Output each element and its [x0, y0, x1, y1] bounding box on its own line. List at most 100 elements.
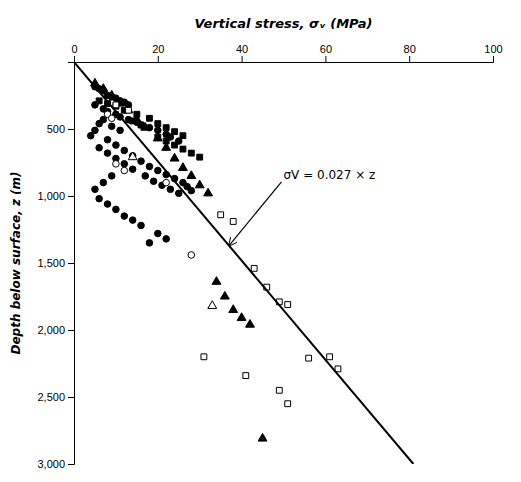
point	[306, 355, 312, 361]
tick-mark	[74, 56, 75, 62]
point	[138, 158, 145, 165]
point	[208, 301, 217, 309]
tick-label: 60	[320, 43, 332, 55]
y-axis: 5001,0001,5002,0002,5003,000	[37, 63, 74, 471]
point	[163, 179, 170, 186]
point	[124, 105, 133, 113]
point	[96, 98, 102, 104]
point	[121, 167, 128, 174]
point	[155, 230, 162, 237]
point	[104, 150, 111, 157]
point	[258, 433, 267, 441]
tick-mark	[68, 263, 74, 264]
scatter-series	[104, 111, 194, 258]
point	[188, 252, 195, 259]
tick-mark	[68, 330, 74, 331]
point	[195, 180, 204, 188]
point	[138, 222, 145, 229]
point	[147, 115, 153, 121]
tick-mark	[493, 56, 494, 62]
tick-label: 20	[152, 43, 164, 55]
point	[117, 127, 124, 134]
point	[246, 320, 255, 328]
x-axis-line	[75, 56, 494, 63]
point	[92, 186, 99, 193]
point	[87, 132, 94, 139]
tick: 1,500	[37, 257, 74, 269]
tick: 0	[71, 43, 77, 62]
point	[128, 152, 137, 160]
marks	[74, 62, 413, 464]
tick: 1,000	[37, 190, 74, 202]
point	[121, 147, 128, 154]
tick-label: 100	[484, 43, 502, 55]
tick-mark	[158, 56, 159, 62]
point	[276, 387, 282, 393]
tick: 80	[404, 43, 416, 62]
point	[188, 187, 195, 194]
point	[99, 84, 108, 92]
tick-mark	[68, 397, 74, 398]
tick: 60	[320, 43, 332, 62]
point	[237, 313, 246, 321]
point	[212, 277, 221, 285]
point	[285, 401, 291, 407]
point	[141, 123, 150, 131]
point	[113, 142, 120, 149]
annotation-arrow	[229, 182, 281, 246]
point	[197, 154, 203, 160]
tick-mark	[68, 129, 74, 130]
point	[230, 219, 236, 225]
point	[285, 302, 291, 308]
point	[108, 173, 115, 180]
tick: 3,000	[37, 458, 74, 470]
point	[172, 142, 178, 148]
point	[170, 153, 179, 161]
tick: 2,000	[37, 324, 74, 336]
point	[179, 163, 188, 171]
point	[188, 150, 194, 156]
point	[108, 115, 115, 122]
scatter-series	[87, 84, 194, 247]
point	[155, 121, 161, 127]
point	[96, 144, 103, 151]
point	[327, 354, 333, 360]
point	[150, 178, 157, 185]
point	[96, 195, 103, 202]
point	[146, 240, 153, 247]
point	[142, 173, 149, 180]
scatter-series	[128, 152, 216, 308]
x-axis: 0 20 40 60 80 100	[71, 43, 502, 63]
y-axis-title: Depth below surface, z (m)	[9, 171, 23, 354]
tick-label: 3,000	[37, 458, 65, 470]
tick-mark	[325, 56, 326, 62]
point	[229, 305, 238, 313]
annotation-text: σV = 0.027 × z	[284, 168, 376, 182]
tick: 20	[152, 43, 164, 62]
point	[104, 201, 111, 208]
point	[180, 133, 186, 139]
point	[243, 373, 249, 379]
point	[163, 125, 169, 131]
point	[96, 120, 103, 127]
point	[146, 163, 153, 170]
point	[163, 236, 170, 243]
x-axis-title: Vertical stress, σᵥ (MPa)	[194, 16, 372, 31]
point	[180, 146, 186, 152]
tick: 100	[484, 43, 502, 62]
point	[100, 179, 107, 186]
point	[162, 143, 171, 151]
point	[107, 90, 116, 98]
point	[220, 291, 229, 299]
tick-label: 40	[236, 43, 248, 55]
point	[167, 186, 174, 193]
point	[121, 213, 128, 220]
tick-label: 2,000	[37, 324, 65, 336]
point	[121, 161, 128, 168]
point	[108, 123, 115, 130]
point	[218, 212, 224, 218]
tick-label: 0	[71, 43, 77, 55]
point	[129, 166, 136, 173]
tick-label: 1,500	[37, 257, 65, 269]
point	[113, 206, 120, 213]
